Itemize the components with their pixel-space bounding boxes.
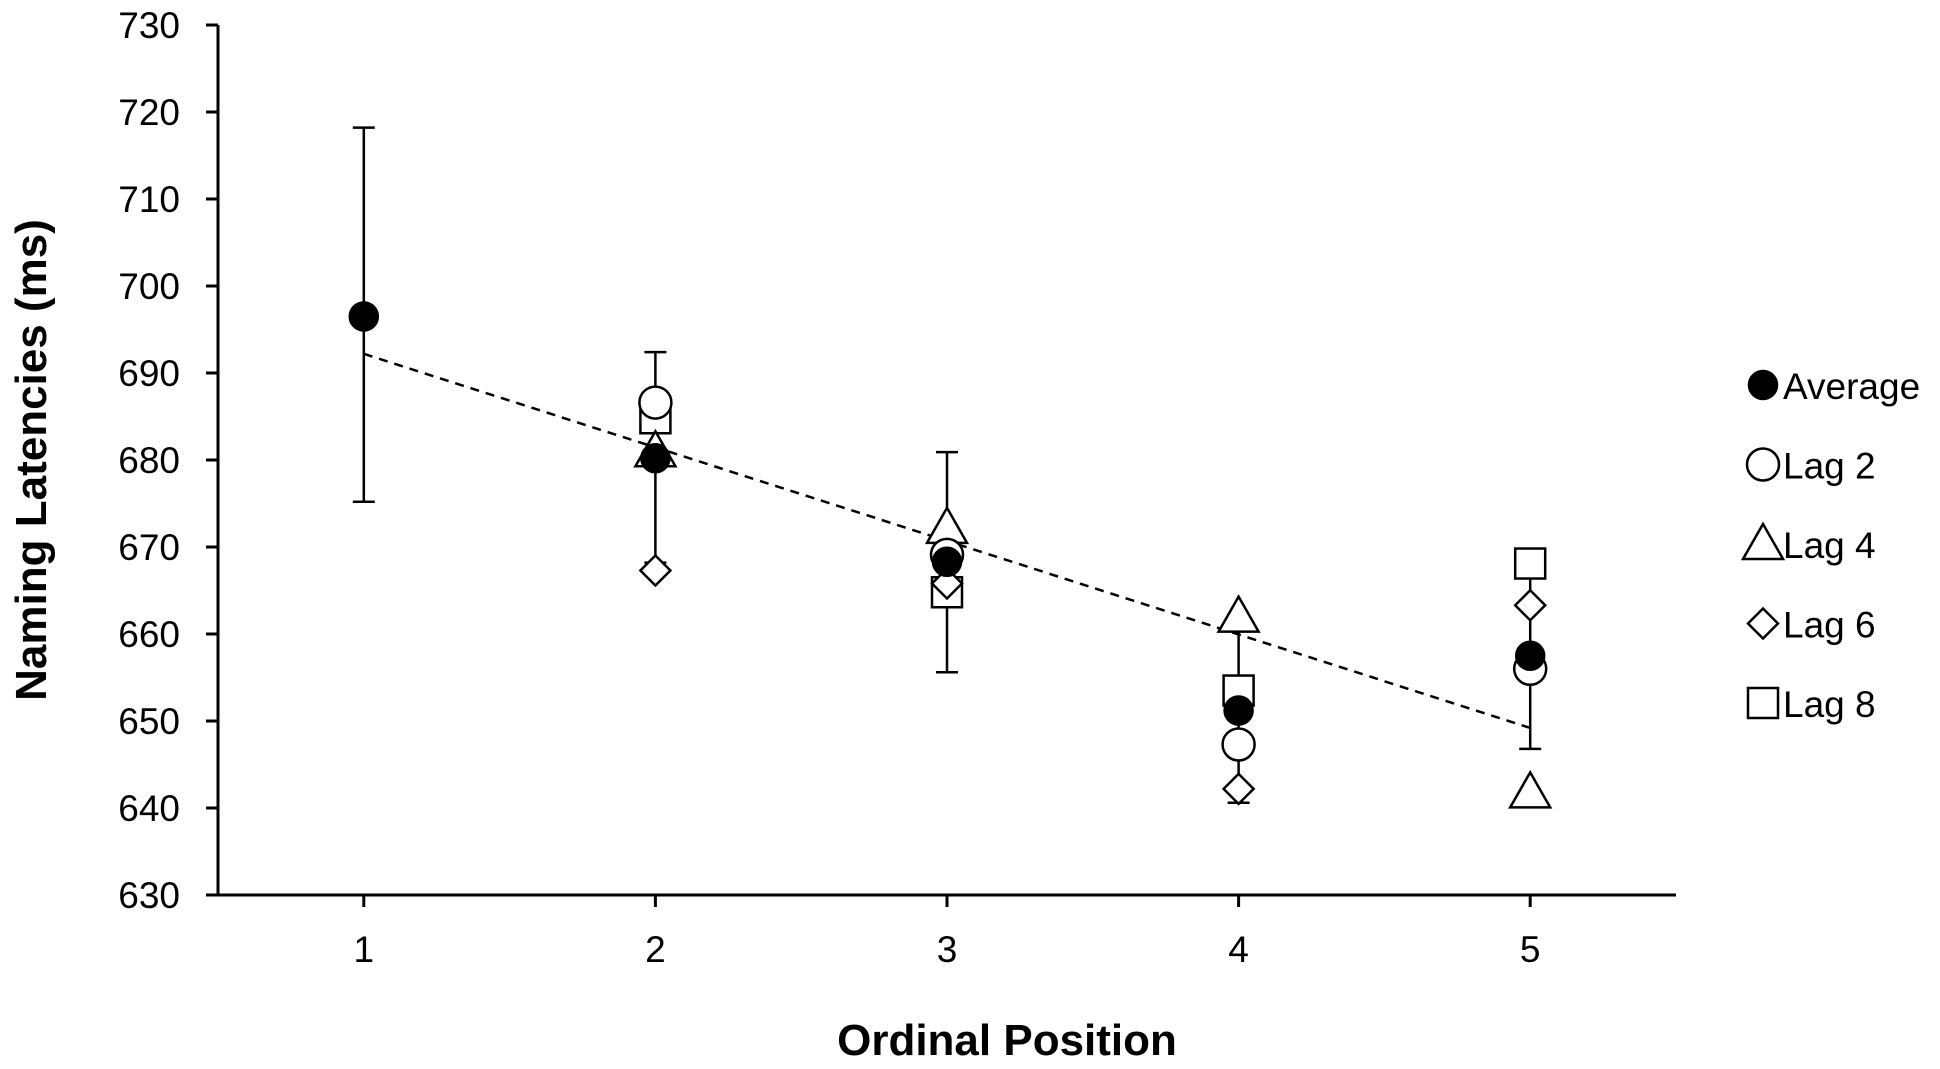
y-tick-label: 710 (118, 179, 180, 220)
legend-average-label: Average (1783, 366, 1920, 407)
x-tick-label: 5 (1520, 929, 1541, 970)
x-tick-label: 2 (645, 929, 666, 970)
lag-6-marker (930, 566, 964, 601)
lag-8-marker (1513, 547, 1547, 580)
legend-lag-2-marker (1745, 447, 1781, 482)
legend-lag-4-label: Lag 4 (1783, 525, 1876, 566)
x-tick-label: 3 (937, 929, 958, 970)
legend: Average Lag 2 Lag 4 Lag 6 Lag 8 (1740, 366, 1920, 725)
average-marker (1223, 695, 1254, 726)
legend-lag-6-marker (1746, 606, 1780, 641)
x-ticks: 1 2 3 4 5 (354, 895, 1541, 970)
lag-6-marker (1513, 588, 1547, 623)
x-tick-label: 1 (354, 929, 375, 970)
lag-2-marker (1221, 727, 1256, 762)
x-axis-title: Ordinal Position (837, 1016, 1177, 1065)
y-tick-label: 660 (118, 614, 180, 655)
y-axis-title: Naming Latencies (ms) (7, 219, 56, 701)
y-tick-label: 630 (118, 875, 180, 916)
lag-6-marker (1221, 772, 1256, 806)
y-tick-label: 690 (118, 353, 180, 394)
data-markers (348, 301, 1553, 809)
y-tick-label: 720 (118, 92, 180, 133)
lag-4-marker (1216, 594, 1261, 633)
y-tick-label: 650 (118, 701, 180, 742)
average-marker (348, 301, 380, 332)
y-tick-label: 670 (118, 527, 180, 568)
y-tick-label: 640 (118, 788, 180, 829)
y-ticks: 630 640 650 660 670 680 690 700 710 720 730 (118, 5, 218, 916)
y-tick-label: 700 (118, 266, 180, 307)
lag-6-marker (638, 553, 673, 588)
x-tick-label: 4 (1228, 929, 1249, 970)
average-marker (931, 546, 963, 578)
average-marker (640, 443, 671, 474)
legend-lag-6-label: Lag 6 (1783, 605, 1876, 646)
lag-2-marker (638, 385, 673, 420)
legend-lag-4-marker (1740, 521, 1786, 561)
average-marker (1514, 640, 1546, 671)
y-tick-label: 730 (118, 5, 180, 46)
legend-lag-8-marker (1746, 686, 1780, 720)
legend-lag-2-label: Lag 2 (1783, 446, 1876, 487)
legend-average-marker (1747, 369, 1779, 401)
lag-4-marker (1508, 769, 1553, 809)
legend-lag-8-label: Lag 8 (1783, 684, 1876, 725)
error-bars (352, 126, 1542, 805)
y-tick-label: 680 (118, 440, 180, 481)
